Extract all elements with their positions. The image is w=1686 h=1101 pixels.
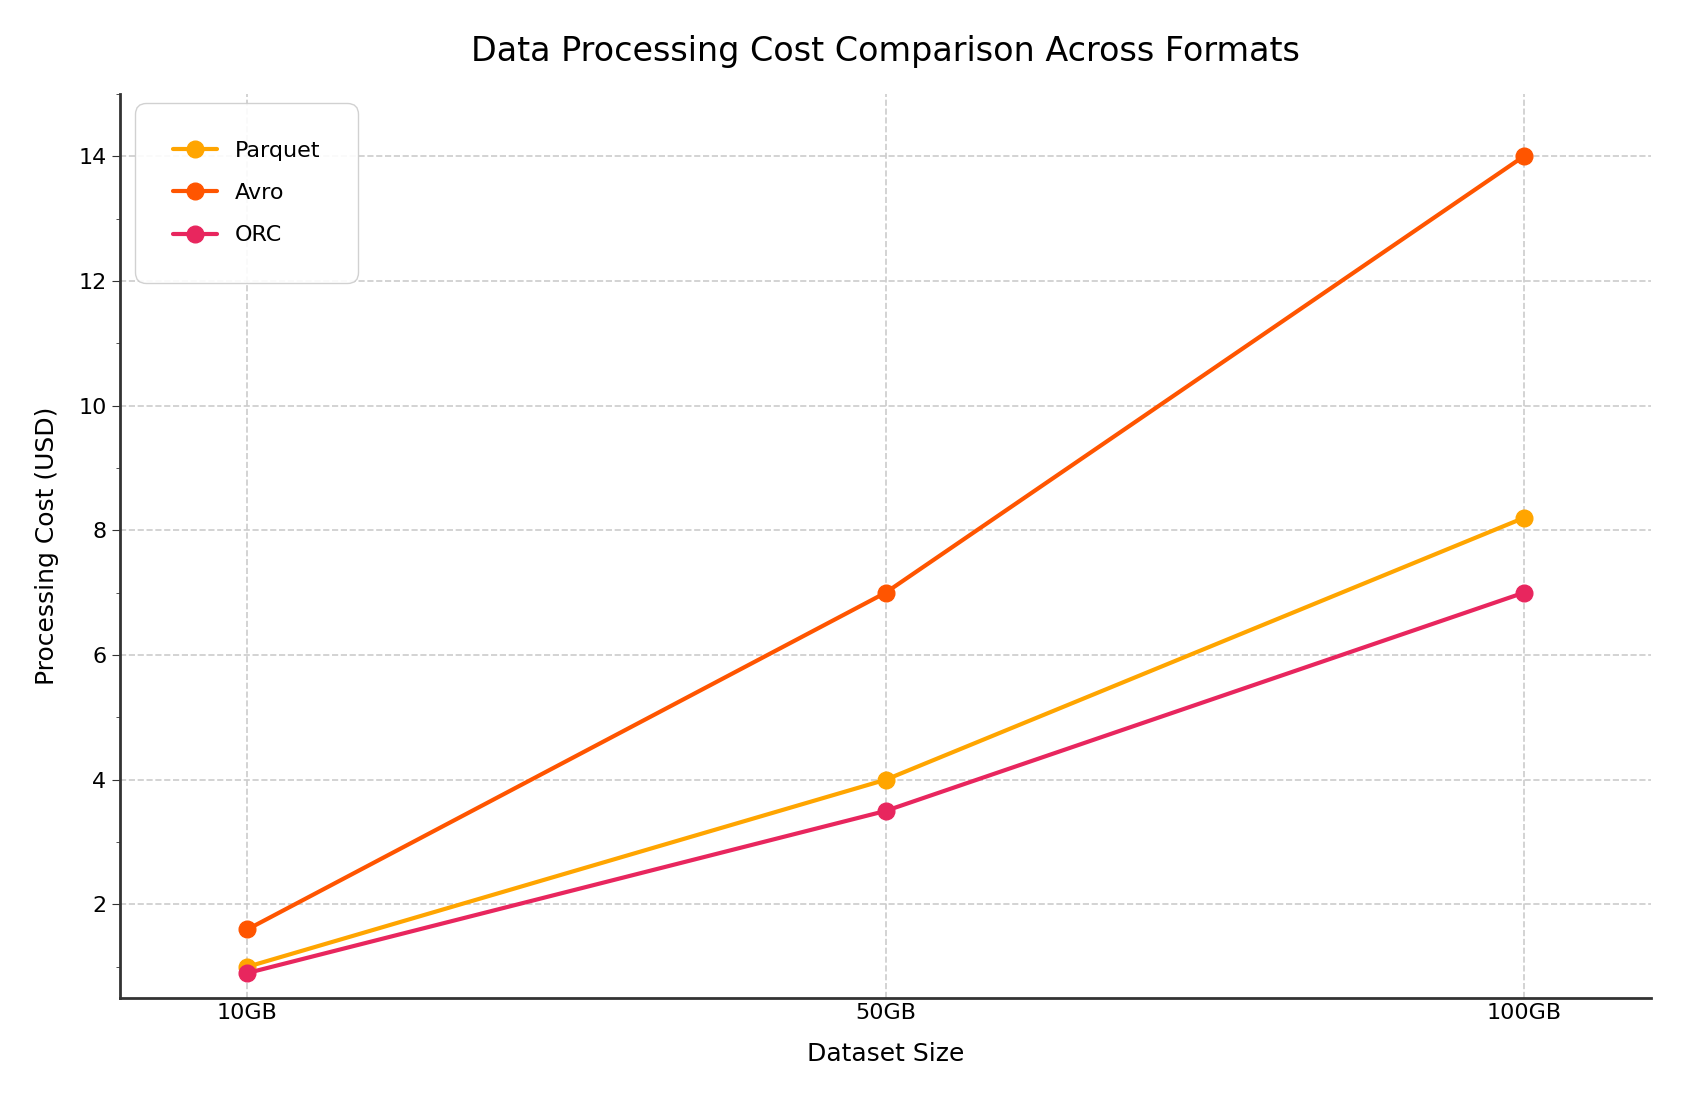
ORC xyxy=(238,967,258,980)
Line: Parquet: Parquet xyxy=(239,510,1533,975)
Y-axis label: Processing Cost (USD): Processing Cost (USD) xyxy=(35,407,59,685)
X-axis label: Dataset Size: Dataset Size xyxy=(808,1043,964,1066)
Legend: Parquet, Avro, ORC: Parquet, Avro, ORC xyxy=(147,115,347,272)
Parquet xyxy=(1514,511,1534,524)
Avro xyxy=(875,586,895,599)
ORC xyxy=(1514,586,1534,599)
Line: ORC: ORC xyxy=(239,585,1533,981)
Parquet xyxy=(238,960,258,973)
Avro xyxy=(238,923,258,936)
Avro xyxy=(1514,150,1534,163)
Title: Data Processing Cost Comparison Across Formats: Data Processing Cost Comparison Across F… xyxy=(470,35,1300,68)
ORC xyxy=(875,805,895,818)
Line: Avro: Avro xyxy=(239,148,1533,938)
Parquet xyxy=(875,773,895,786)
